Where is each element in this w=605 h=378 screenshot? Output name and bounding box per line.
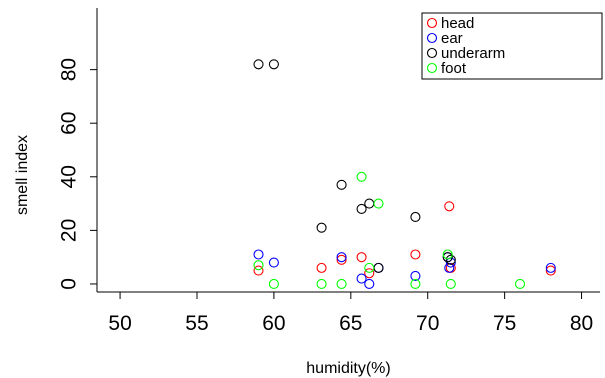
point-foot bbox=[410, 278, 421, 290]
legend-marker-ear bbox=[426, 32, 438, 44]
point-ear bbox=[444, 262, 455, 273]
point-ear bbox=[364, 278, 375, 290]
point-foot bbox=[514, 278, 526, 290]
point-ear bbox=[410, 270, 421, 281]
point-underarm bbox=[253, 59, 264, 70]
legend-label-head: head bbox=[441, 15, 474, 32]
x-tick-label: 50 bbox=[108, 312, 131, 335]
point-underarm bbox=[445, 254, 456, 265]
point-underarm bbox=[356, 203, 367, 214]
point-underarm bbox=[336, 179, 347, 190]
point-ear bbox=[545, 262, 556, 273]
x-tick-label: 70 bbox=[416, 312, 439, 335]
point-foot bbox=[364, 262, 375, 273]
x-tick-label: 80 bbox=[570, 312, 593, 335]
point-head bbox=[444, 201, 455, 212]
legend-marker-foot bbox=[426, 62, 438, 74]
point-underarm bbox=[364, 198, 375, 209]
point-head bbox=[316, 262, 327, 273]
point-foot bbox=[336, 278, 347, 290]
x-tick-label: 60 bbox=[262, 312, 285, 335]
point-head bbox=[253, 265, 264, 276]
x-axis-title: humidity(%) bbox=[306, 360, 390, 377]
x-tick-label: 65 bbox=[339, 312, 362, 335]
x-tick-label: 55 bbox=[185, 312, 208, 335]
point-ear bbox=[268, 257, 279, 268]
x-tick-label: 75 bbox=[493, 312, 516, 335]
point-underarm bbox=[410, 211, 421, 223]
point-foot bbox=[253, 260, 264, 271]
legend-label-foot: foot bbox=[441, 60, 467, 77]
legend-label-ear: ear bbox=[441, 30, 463, 47]
point-underarm bbox=[373, 262, 384, 273]
y-tick-label: 40 bbox=[58, 165, 81, 188]
point-underarm bbox=[442, 252, 453, 263]
y-tick-label: 60 bbox=[58, 112, 81, 135]
point-foot bbox=[373, 198, 384, 209]
axes bbox=[96, 8, 600, 293]
y-tick-label: 20 bbox=[58, 219, 81, 242]
point-head bbox=[356, 252, 367, 263]
legend-marker-underarm bbox=[426, 47, 438, 59]
y-tick-label: 80 bbox=[58, 58, 81, 81]
point-ear bbox=[336, 252, 347, 263]
point-foot bbox=[442, 249, 453, 260]
point-ear bbox=[356, 273, 367, 284]
point-head bbox=[336, 254, 347, 265]
point-foot bbox=[316, 278, 327, 290]
point-head bbox=[410, 249, 421, 260]
point-foot bbox=[268, 278, 279, 290]
tick-group: 50 55 60 65 70 75 80 0 20 40 60 80 bbox=[58, 58, 594, 335]
point-underarm bbox=[268, 59, 279, 70]
legend-marker-head bbox=[426, 17, 438, 29]
point-ear bbox=[253, 249, 264, 260]
y-axis-title: smell index bbox=[14, 135, 31, 215]
legend-label-underarm: underarm bbox=[441, 45, 505, 62]
point-foot bbox=[445, 278, 456, 290]
point-underarm bbox=[316, 222, 327, 233]
point-head bbox=[364, 268, 375, 279]
legend-box bbox=[421, 12, 603, 80]
point-foot bbox=[356, 171, 367, 182]
point-head bbox=[545, 265, 556, 276]
data-points bbox=[253, 59, 556, 290]
y-tick-label: 0 bbox=[58, 278, 81, 290]
